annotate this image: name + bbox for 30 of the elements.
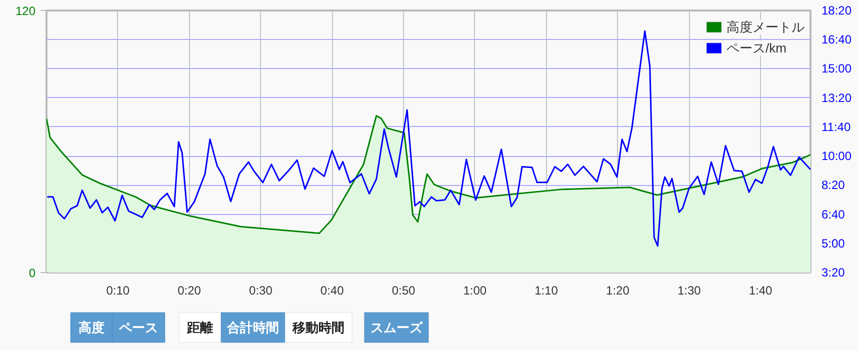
x-tick-label: 1:10	[534, 284, 558, 298]
x-tick-label: 0:50	[392, 284, 416, 298]
text: スムーズ	[370, 320, 424, 335]
x-tick-label: 1:30	[677, 284, 702, 298]
y-tick-label: 120	[15, 4, 36, 18]
text: 高度	[78, 320, 104, 335]
y2-tick-label: 15:00	[822, 62, 852, 76]
x-tick-label: 0:10	[106, 284, 130, 298]
legend-label: ペース/km	[726, 40, 786, 56]
x-tick-label: 0:40	[320, 284, 344, 298]
legend-label: 高度メートル	[726, 20, 804, 35]
text: 距離	[186, 320, 214, 335]
x-tick-label: 1:40	[748, 284, 773, 298]
y2-tick-label: 13:20	[822, 90, 852, 105]
x-tick-label: 0:30	[249, 284, 273, 298]
text: 合計時間	[226, 320, 280, 335]
x-tick-label: 1:20	[606, 284, 630, 298]
x-tick-label: 0:20	[178, 284, 202, 298]
y2-tick-label: 6:40	[822, 207, 846, 222]
y2-tick-label: 16:40	[822, 32, 852, 47]
y2-tick-label: 11:40	[822, 120, 851, 134]
y-tick-label: 0	[28, 266, 36, 280]
y2-tick-label: 18:20	[822, 4, 852, 18]
x-tick-label: 1:00	[463, 284, 487, 298]
text: 移動時間	[292, 320, 345, 335]
y2-tick-label: 3:20	[822, 266, 846, 280]
y2-tick-label: 10:00	[822, 149, 852, 164]
y2-tick-label: 8:20	[822, 178, 846, 192]
y2-tick-label: 5:00	[822, 236, 846, 250]
text: ペース	[118, 320, 158, 335]
